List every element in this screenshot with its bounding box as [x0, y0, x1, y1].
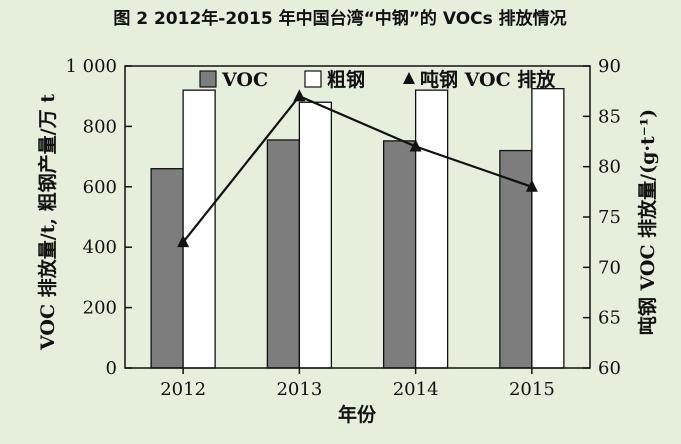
bar-voc-2013 — [266, 139, 301, 369]
y-tick-label: 800 — [83, 116, 117, 137]
x-tick-label: 2014 — [393, 379, 439, 400]
bar-crude-steel-2014 — [414, 89, 449, 369]
line-steel-voc — [182, 94, 533, 243]
x-axis-ticks: 2012 2013 2014 2015 — [160, 368, 555, 400]
y-axis-title: VOC 排放量/t, 粗钢产量/万 t — [36, 94, 59, 351]
y2-axis-title: 吨钢 VOC 排放量/(g·t⁻¹) — [636, 109, 659, 335]
x-tick-label: 2013 — [276, 379, 322, 400]
y-tick-label: 400 — [83, 237, 117, 258]
plot-frame — [124, 65, 591, 369]
y2-tick-label: 70 — [598, 257, 621, 278]
y2-tick-label: 85 — [598, 106, 621, 127]
line-series — [177, 89, 538, 248]
y2-tick-label: 90 — [598, 56, 621, 77]
point-steel-voc-2013 — [293, 89, 306, 102]
x-tick-label: 2012 — [160, 379, 206, 400]
y2-tick-label: 80 — [598, 157, 621, 178]
y2-axis-ticks: 60 65 70 75 80 85 90 — [583, 56, 621, 379]
bar-voc-2014 — [382, 140, 417, 369]
point-steel-voc-2012 — [177, 235, 190, 248]
legend-label-steel-voc: 吨钢 VOC 排放 — [420, 68, 556, 91]
y2-tick-label: 60 — [598, 358, 621, 379]
y-axis-ticks: 0 200 400 600 800 1 000 — [65, 56, 132, 379]
y2-tick-label: 65 — [598, 308, 621, 329]
bar-voc-2015 — [499, 149, 533, 369]
y2-tick-label: 75 — [598, 207, 621, 228]
x-tick-label: 2015 — [509, 379, 555, 400]
bars — [150, 88, 565, 369]
legend-label-voc: VOC — [221, 69, 268, 91]
point-steel-voc-2014 — [409, 139, 422, 152]
chart-title: 图 2 2012年-2015 年中国台湾“中钢”的 VOCs 排放情况 — [113, 8, 566, 29]
y-tick-label: 1 000 — [65, 56, 117, 77]
legend-swatch-voc — [199, 70, 217, 88]
point-steel-voc-2015 — [525, 179, 538, 192]
legend-swatch-crude-steel — [304, 70, 322, 88]
y-tick-label: 0 — [106, 358, 117, 379]
bar-crude-steel-2012 — [182, 89, 216, 369]
y-tick-label: 600 — [83, 177, 117, 198]
bar-crude-steel-2015 — [531, 88, 565, 369]
bar-crude-steel-2013 — [298, 101, 333, 369]
y-tick-label: 200 — [83, 298, 117, 319]
legend-label-crude-steel: 粗钢 — [327, 68, 365, 91]
x-axis-title: 年份 — [338, 403, 377, 426]
legend: VOC 粗钢 吨钢 VOC 排放 — [199, 68, 556, 91]
legend-marker-steel-voc — [403, 72, 415, 84]
bar-voc-2012 — [150, 168, 184, 369]
